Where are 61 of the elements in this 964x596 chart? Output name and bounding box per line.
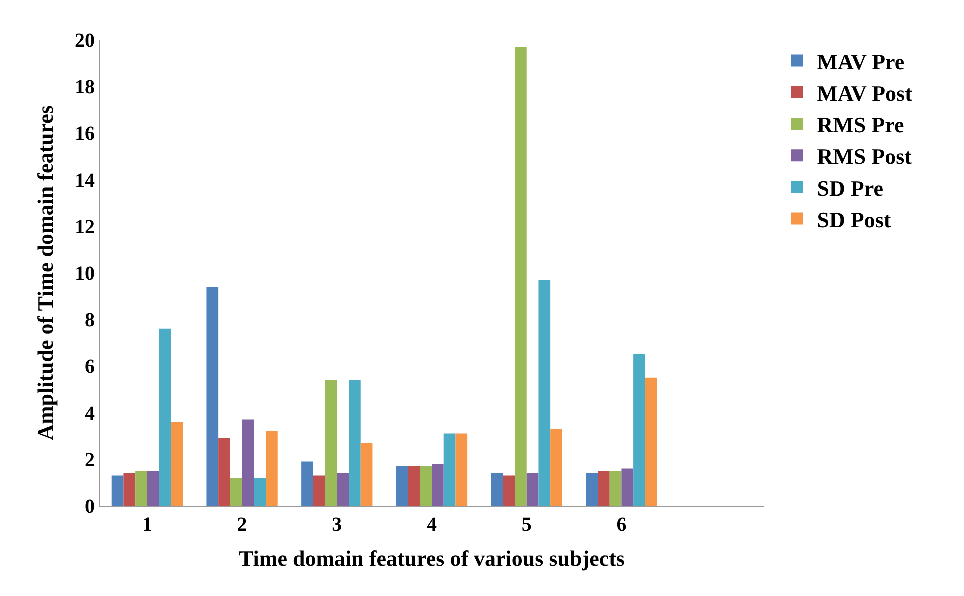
legend-label: MAV Post [817,80,914,106]
bar [432,464,444,506]
y-tick-label: 16 [75,123,95,146]
bar [420,466,432,506]
bar [254,478,266,506]
bar [610,471,622,506]
y-tick-label: 8 [85,310,95,332]
y-tick-label: 0 [85,496,95,518]
y-tick-label: 12 [75,216,95,238]
bar [515,46,527,506]
x-tick-label: 3 [332,514,342,536]
bar [218,438,230,506]
y-tick-label: 20 [75,30,95,52]
bar [349,380,361,506]
x-tick-label: 5 [522,514,532,536]
bar [622,468,634,506]
bar [313,476,326,506]
legend-label: RMS Pre [817,112,904,138]
y-tick-label: 4 [85,402,95,425]
x-tick-label: 2 [237,514,248,536]
bar [491,473,504,506]
bar [598,471,610,506]
y-tick-label: 10 [75,263,95,285]
legend-label: RMS Post [817,144,913,170]
bar [360,443,373,506]
bar [550,429,562,506]
x-tick-label: 6 [616,514,627,536]
bar [444,434,456,506]
bar [206,286,219,506]
bar [456,434,468,506]
bar [147,471,160,506]
bar [325,380,338,506]
bar [645,378,658,506]
x-axis-title: Time domain features of various subjects [238,546,626,571]
legend-label: SD Post [817,207,892,232]
bar [266,431,278,506]
x-tick-label: 4 [427,514,437,536]
bar [242,420,254,506]
bar [586,473,598,506]
bar [396,466,408,506]
bar [230,478,242,506]
bar [302,462,314,506]
bar [159,328,172,506]
bar [538,280,551,506]
bar [526,473,539,506]
y-axis-title: Amplitude of Time domain features [32,105,58,440]
bar [124,473,136,506]
bar [337,473,349,506]
legend-label: MAV Pre [817,49,905,74]
bar [136,471,148,506]
legend-label: SD Pre [817,176,884,201]
y-tick-label: 2 [85,449,95,472]
x-tick-label: 1 [142,514,152,536]
bar [634,354,646,506]
bar [408,466,420,506]
y-tick-label: 14 [75,170,95,192]
bar [112,476,124,506]
bar [503,476,515,506]
y-tick-label: 18 [75,76,95,99]
y-tick-label: 6 [85,356,95,378]
bar [171,422,183,506]
